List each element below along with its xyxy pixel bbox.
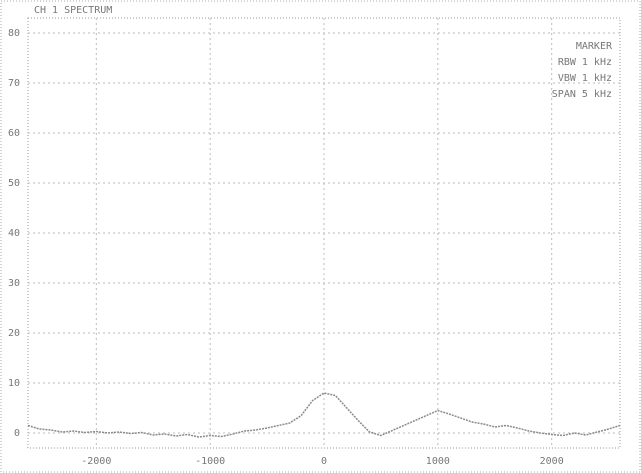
annotation: MARKER xyxy=(576,41,613,52)
annotation: RBW 1 kHz xyxy=(558,57,612,68)
title: CH 1 SPECTRUM xyxy=(34,5,112,16)
x-tick-label: -2000 xyxy=(81,456,111,467)
y-tick-label: 10 xyxy=(8,378,20,389)
y-tick-label: 20 xyxy=(8,328,20,339)
y-tick-label: 60 xyxy=(8,128,20,139)
x-tick-label: 1000 xyxy=(426,456,450,467)
y-tick-label: 30 xyxy=(8,278,20,289)
y-tick-label: 50 xyxy=(8,178,20,189)
x-tick-label: 2000 xyxy=(540,456,564,467)
annotation: SPAN 5 kHz xyxy=(552,89,612,100)
annotation: VBW 1 kHz xyxy=(558,73,612,84)
y-tick-label: 0 xyxy=(14,428,20,439)
y-tick-label: 70 xyxy=(8,78,20,89)
x-tick-label: -1000 xyxy=(195,456,225,467)
y-tick-label: 80 xyxy=(8,28,20,39)
trace xyxy=(27,392,621,438)
y-tick-label: 40 xyxy=(8,228,20,239)
x-tick-label: 0 xyxy=(321,456,327,467)
